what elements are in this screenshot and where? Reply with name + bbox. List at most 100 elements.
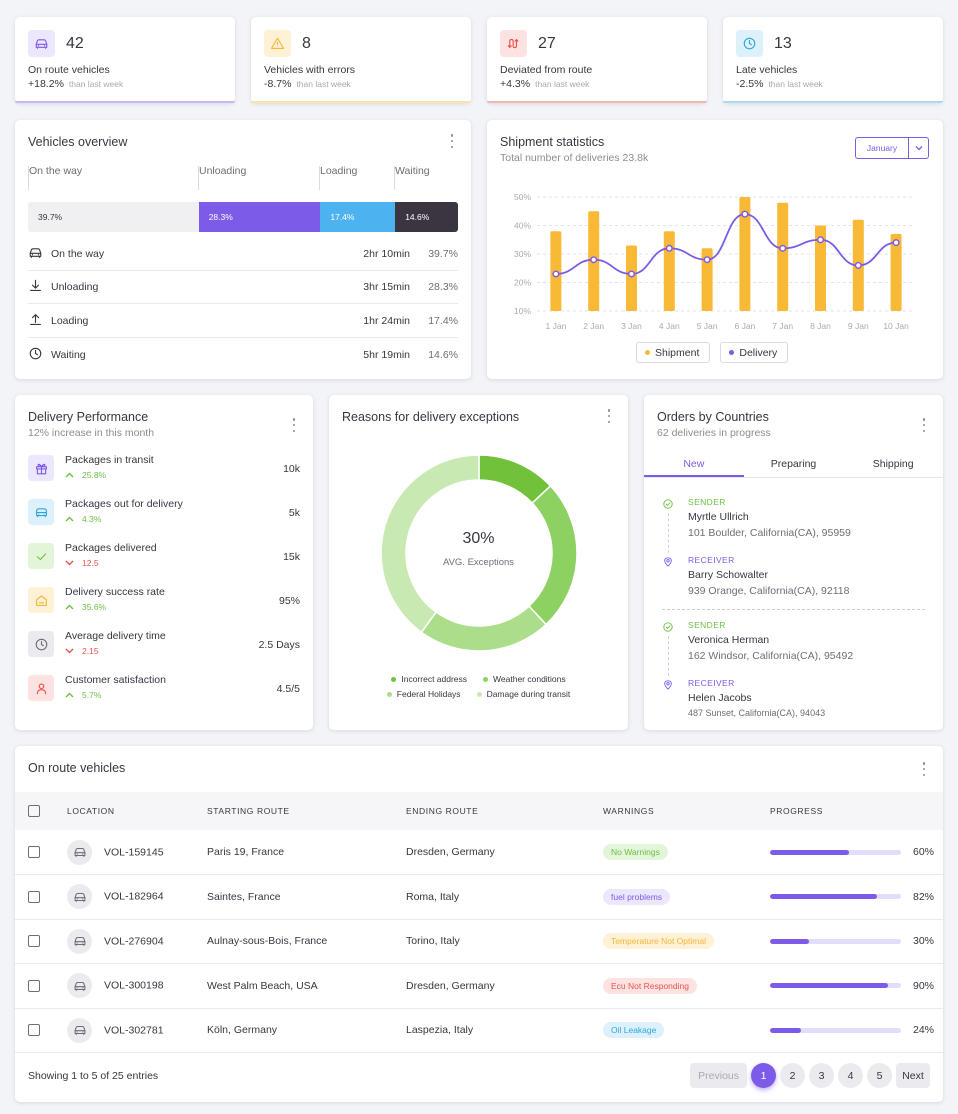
order-timeline-entry: SENDER Veronica Herman 162 Windsor, Cali… xyxy=(662,619,925,676)
row-checkbox[interactable] xyxy=(28,935,40,948)
legend-item[interactable]: Damage during transit xyxy=(476,689,570,699)
select-all-checkbox[interactable] xyxy=(28,805,40,817)
table-row[interactable]: VOL-159145 Paris 19, France Dresden, Ger… xyxy=(15,830,943,875)
delivery-point[interactable] xyxy=(854,261,862,269)
stat-change-value: +18.2% xyxy=(28,78,64,90)
clock-icon xyxy=(736,30,763,57)
legend-shipment[interactable]: Shipment xyxy=(636,342,711,363)
stat-value: 13 xyxy=(774,35,792,52)
tab-preparing[interactable]: Preparing xyxy=(770,458,817,470)
donut-slice[interactable] xyxy=(420,605,548,652)
table-row[interactable]: VOL-300198 West Palm Beach, USA Dresden,… xyxy=(15,964,943,1008)
donut-slice[interactable] xyxy=(380,454,480,634)
progress-bar xyxy=(770,1027,901,1033)
delivery-point[interactable] xyxy=(552,270,560,278)
vehicle-id[interactable]: VOL-302781 xyxy=(104,1024,164,1037)
row-time: 1hr 24min xyxy=(363,314,410,327)
legend-dot xyxy=(391,676,397,682)
order-timeline-entry: RECEIVER Barry Schowalter 939 Orange, Ca… xyxy=(662,554,925,604)
delivery-point[interactable] xyxy=(590,256,598,264)
progress-fill xyxy=(770,849,849,855)
car-icon xyxy=(67,1017,92,1043)
page-button[interactable]: 2 xyxy=(780,1063,805,1088)
table-row[interactable]: VOL-302781 Köln, Germany Laspezia, Italy… xyxy=(15,1008,943,1053)
car-icon xyxy=(28,30,55,57)
legend-item[interactable]: Federal Holidays xyxy=(386,689,461,699)
shipment-bar[interactable] xyxy=(550,231,562,311)
shipment-bar[interactable] xyxy=(701,248,713,311)
vehicle-id[interactable]: VOL-276904 xyxy=(104,935,164,948)
more-options-icon[interactable] xyxy=(919,762,929,776)
donut-slice[interactable] xyxy=(527,484,578,626)
stat-change-value: -8.7% xyxy=(264,78,292,90)
row-checkbox[interactable] xyxy=(28,1024,40,1037)
progress-value: 90% xyxy=(912,979,934,992)
more-options-icon[interactable] xyxy=(447,134,457,148)
order-address: 101 Boulder, California(CA), 95959 xyxy=(688,527,851,539)
shipment-bar[interactable] xyxy=(588,211,600,311)
tab-new[interactable]: New xyxy=(644,453,744,477)
delivery-point[interactable] xyxy=(665,244,673,252)
legend-item[interactable]: Weather conditions xyxy=(483,674,566,684)
page-button[interactable]: 1 xyxy=(751,1063,776,1088)
table-footer-info: Showing 1 to 5 of 25 entries xyxy=(28,1070,159,1082)
stat-card: 13 Late vehicles -2.5% than last week xyxy=(723,17,943,103)
card-title: Shipment statistics xyxy=(500,135,605,149)
delivery-point[interactable] xyxy=(892,239,900,247)
page-button[interactable]: 3 xyxy=(809,1063,834,1088)
table-row[interactable]: VOL-182964 Saintes, France Roma, Italy f… xyxy=(15,875,943,919)
page-button[interactable]: 5 xyxy=(867,1063,892,1088)
shipment-bar[interactable] xyxy=(815,225,826,312)
month-dropdown[interactable]: January xyxy=(855,137,929,159)
timeline-divider xyxy=(662,609,925,610)
legend-delivery[interactable]: Delivery xyxy=(720,342,789,363)
legend-dot xyxy=(729,350,735,355)
shipment-bar[interactable] xyxy=(663,231,675,311)
tab-shipping[interactable]: Shipping xyxy=(872,458,914,470)
delivery-point[interactable] xyxy=(627,270,635,278)
row-checkbox[interactable] xyxy=(28,979,40,992)
x-tick-label: 6 Jan xyxy=(735,321,756,331)
shipment-bar[interactable] xyxy=(852,219,864,311)
page-button[interactable]: 4 xyxy=(838,1063,863,1088)
shipment-bar[interactable] xyxy=(626,245,637,311)
vehicle-id[interactable]: VOL-159145 xyxy=(104,846,164,858)
stat-change: -2.5% than last week xyxy=(736,78,930,90)
row-checkbox[interactable] xyxy=(28,846,40,859)
delivery-exceptions-card: Reasons for delivery exceptions 30% AVG.… xyxy=(329,395,628,730)
delivery-point[interactable] xyxy=(741,210,749,218)
more-options-icon[interactable] xyxy=(604,409,614,423)
delivery-point[interactable] xyxy=(817,236,825,244)
row-checkbox[interactable] xyxy=(28,890,40,903)
vehicle-id[interactable]: VOL-182964 xyxy=(104,890,164,903)
y-tick-label: 10% xyxy=(514,306,531,316)
performance-item: Packages in transit 25.8% 10k xyxy=(28,454,300,490)
delivery-point[interactable] xyxy=(703,256,711,264)
shipment-bar[interactable] xyxy=(739,197,751,311)
overview-label: Loading xyxy=(320,165,358,177)
more-options-icon[interactable] xyxy=(919,418,929,432)
stat-accent-line xyxy=(723,101,943,103)
legend-dot xyxy=(386,691,392,697)
legend-dot xyxy=(476,691,482,697)
shipment-bar[interactable] xyxy=(777,202,789,311)
car-icon xyxy=(67,973,92,999)
legend-label: Delivery xyxy=(739,346,778,359)
delivery-point[interactable] xyxy=(779,244,787,252)
previous-page-button[interactable]: Previous xyxy=(690,1063,747,1088)
donut-legend: Incorrect address Weather conditions Feder… xyxy=(349,674,608,699)
legend-item[interactable]: Incorrect address xyxy=(391,674,467,684)
overview-row: Waiting 5hr 19min 14.6% xyxy=(28,338,458,372)
chevron-down-icon xyxy=(909,138,928,158)
table-row[interactable]: VOL-276904 Aulnay-sous-Bois, France Tori… xyxy=(15,919,943,964)
overview-label: Waiting xyxy=(395,165,430,177)
overview-bar-segment: 39.7% xyxy=(28,202,199,232)
overview-bar-segment: 14.6% xyxy=(395,202,458,232)
more-options-icon[interactable] xyxy=(289,418,299,432)
row-time: 5hr 19min xyxy=(363,349,410,361)
vehicle-id[interactable]: VOL-300198 xyxy=(104,979,164,992)
shipment-bar[interactable] xyxy=(890,234,902,311)
progress-value: 60% xyxy=(912,846,934,859)
row-percent: 28.3% xyxy=(428,280,458,293)
next-page-button[interactable]: Next xyxy=(896,1063,930,1088)
